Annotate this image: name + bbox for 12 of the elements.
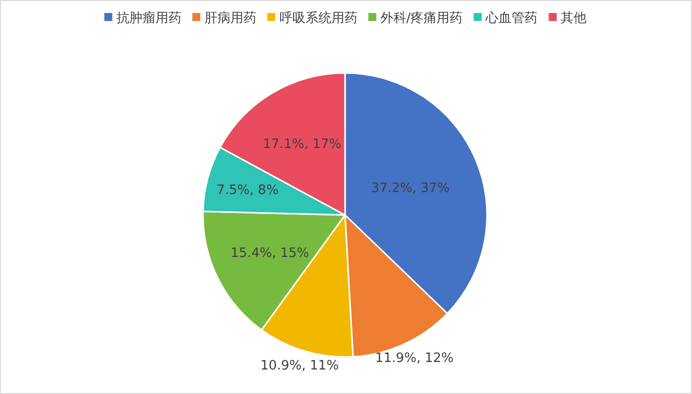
legend-label: 抗肿瘤用药 [116,10,182,26]
legend-label: 外科/疼痛用药 [380,11,463,26]
legend-label: 心血管药 [484,10,538,26]
legend-label: 其他 [560,11,587,26]
data-label: 11.9%, 12% [375,350,454,366]
data-label: 7.5%, 8% [216,183,279,198]
data-label: 17.1%, 17% [262,137,342,152]
legend-label: 肝病用药 [204,11,256,26]
data-label: 37.2%, 37% [371,181,450,196]
data-label: 15.4%, 15% [230,246,310,262]
data-label: 10.9%, 11% [260,358,339,374]
legend-label: 呼吸系统用药 [279,11,358,26]
